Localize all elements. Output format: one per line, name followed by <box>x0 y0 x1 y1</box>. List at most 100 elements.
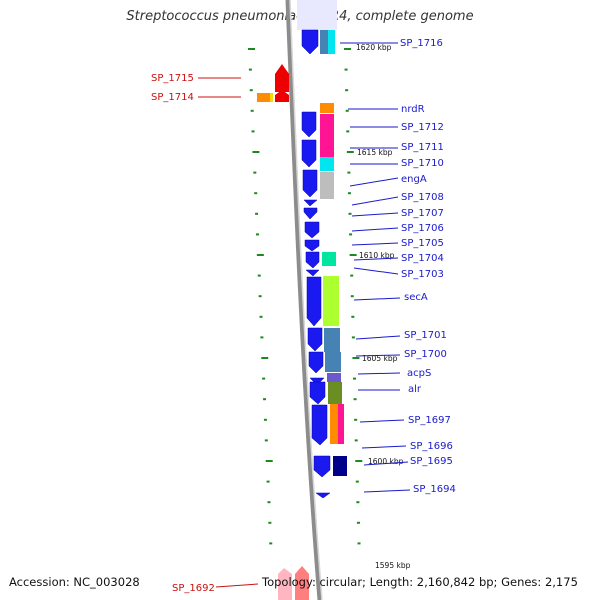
ruler-label: 1620 kbp <box>356 43 392 52</box>
ruler-tick <box>254 192 258 195</box>
ruler-tick <box>251 130 255 133</box>
ruler-tick <box>252 151 260 153</box>
ruler-tick <box>345 89 349 92</box>
gene-label: SP_1706 <box>401 223 444 234</box>
gene-arrow <box>309 381 326 405</box>
ruler-tick <box>260 336 264 339</box>
ruler-tick <box>353 398 357 401</box>
ruler-tick <box>255 233 259 236</box>
gene-label: SP_1703 <box>401 269 444 280</box>
left-label-leaders <box>198 77 259 588</box>
ruler-tick <box>344 68 348 71</box>
gene-arrow <box>308 351 324 374</box>
ruler-tick <box>354 418 358 421</box>
genome-backbone <box>285 0 323 600</box>
gene-label: SP_1705 <box>401 238 444 249</box>
ruler-tick <box>255 212 259 215</box>
ruler-tick <box>248 48 255 50</box>
gene-box <box>257 93 271 102</box>
ruler-labels: 1620 kbp 1615 kbp 1610 kbp 1605 kbp 1600… <box>356 43 411 570</box>
gene-arrow <box>302 169 318 198</box>
ruler-tick <box>349 254 357 256</box>
top-shade <box>297 0 337 30</box>
ruler-tick <box>262 377 266 380</box>
gene-label: SP_1712 <box>401 122 444 133</box>
gene-label: SP_1704 <box>401 253 444 264</box>
ruler-tick <box>267 501 271 504</box>
ruler-tick <box>263 418 267 421</box>
gene-label: SP_1700 <box>404 349 447 360</box>
ruler-tick <box>269 542 273 545</box>
ruler-tick <box>346 151 354 153</box>
gene-labels-right: SP_1716 nrdR SP_1712 SP_1711 SP_1710 eng… <box>400 38 456 495</box>
ruler-tick <box>356 521 360 524</box>
ruler-tick <box>353 377 357 380</box>
gene-arrow <box>307 327 323 352</box>
ruler-tick <box>355 460 363 462</box>
gene-arrow <box>301 139 317 168</box>
gene-arrow <box>303 207 318 220</box>
gene-label: SP_1715 <box>151 73 194 84</box>
ruler-tick <box>266 480 270 483</box>
ruler-tick <box>351 336 355 339</box>
gene-arrow <box>315 492 331 499</box>
ruler-tick <box>349 233 353 236</box>
ruler-label: 1610 kbp <box>359 251 395 260</box>
gene-arrow <box>303 199 318 207</box>
gene-arrow <box>301 111 317 138</box>
gene-arrow <box>313 455 331 478</box>
gene-arrow <box>304 221 320 239</box>
ruler-label: 1600 kbp <box>368 457 404 466</box>
accession-text: Accession: NC_003028 <box>9 575 140 589</box>
gene-label: acpS <box>407 368 431 379</box>
ruler-tick <box>261 357 269 359</box>
gene-arrow <box>304 239 320 252</box>
ruler-tick <box>268 521 272 524</box>
gene-labels-left: SP_1715 SP_1714 SP_1692 <box>151 73 215 594</box>
gene-label: SP_1714 <box>151 92 194 103</box>
ruler-label: 1615 kbp <box>357 148 393 157</box>
ruler-tick <box>352 357 360 359</box>
gene-arrow <box>306 276 322 327</box>
gene-arrow <box>278 568 292 600</box>
gene-label: alr <box>408 384 422 395</box>
ruler-tick <box>253 171 257 174</box>
gene-label: SP_1692 <box>172 583 215 594</box>
gene-label: SP_1697 <box>408 415 451 426</box>
ruler-tick <box>356 501 360 504</box>
gene-label: secA <box>404 292 428 303</box>
gene-arrow <box>301 29 319 55</box>
genome-summary-text: Topology: circular; Length: 2,160,842 bp… <box>262 575 578 589</box>
ruler-tick <box>258 295 262 298</box>
ruler-tick <box>263 398 267 401</box>
ruler-tick <box>257 274 261 277</box>
gene-label: SP_1694 <box>413 484 456 495</box>
gene-arrow <box>305 251 320 269</box>
ruler-tick <box>351 315 355 318</box>
ruler-ticks <box>248 48 363 545</box>
gene-label: SP_1710 <box>401 158 444 169</box>
backbone-highlight <box>289 0 323 600</box>
gene-label: nrdR <box>401 104 425 115</box>
gene-label: SP_1707 <box>401 208 444 219</box>
gene-arrow <box>305 269 320 277</box>
label-leaders <box>340 42 411 493</box>
gene-label: SP_1716 <box>400 38 443 49</box>
gene-arrow <box>275 64 289 92</box>
ruler-tick <box>250 109 254 112</box>
reverse-strand-genes <box>257 64 309 600</box>
ruler-tick <box>345 109 349 112</box>
ruler-label: 1595 kbp <box>375 561 411 570</box>
ruler-tick <box>347 171 351 174</box>
ruler-tick <box>347 192 351 195</box>
gene-arrow <box>295 566 309 600</box>
ruler-label: 1605 kbp <box>362 354 398 363</box>
function-blocks <box>320 30 347 476</box>
ruler-tick <box>264 439 268 442</box>
gene-label: SP_1695 <box>410 456 453 467</box>
ruler-tick <box>346 130 350 133</box>
ruler-tick <box>350 295 354 298</box>
ruler-tick <box>348 212 352 215</box>
ruler-tick <box>355 480 359 483</box>
